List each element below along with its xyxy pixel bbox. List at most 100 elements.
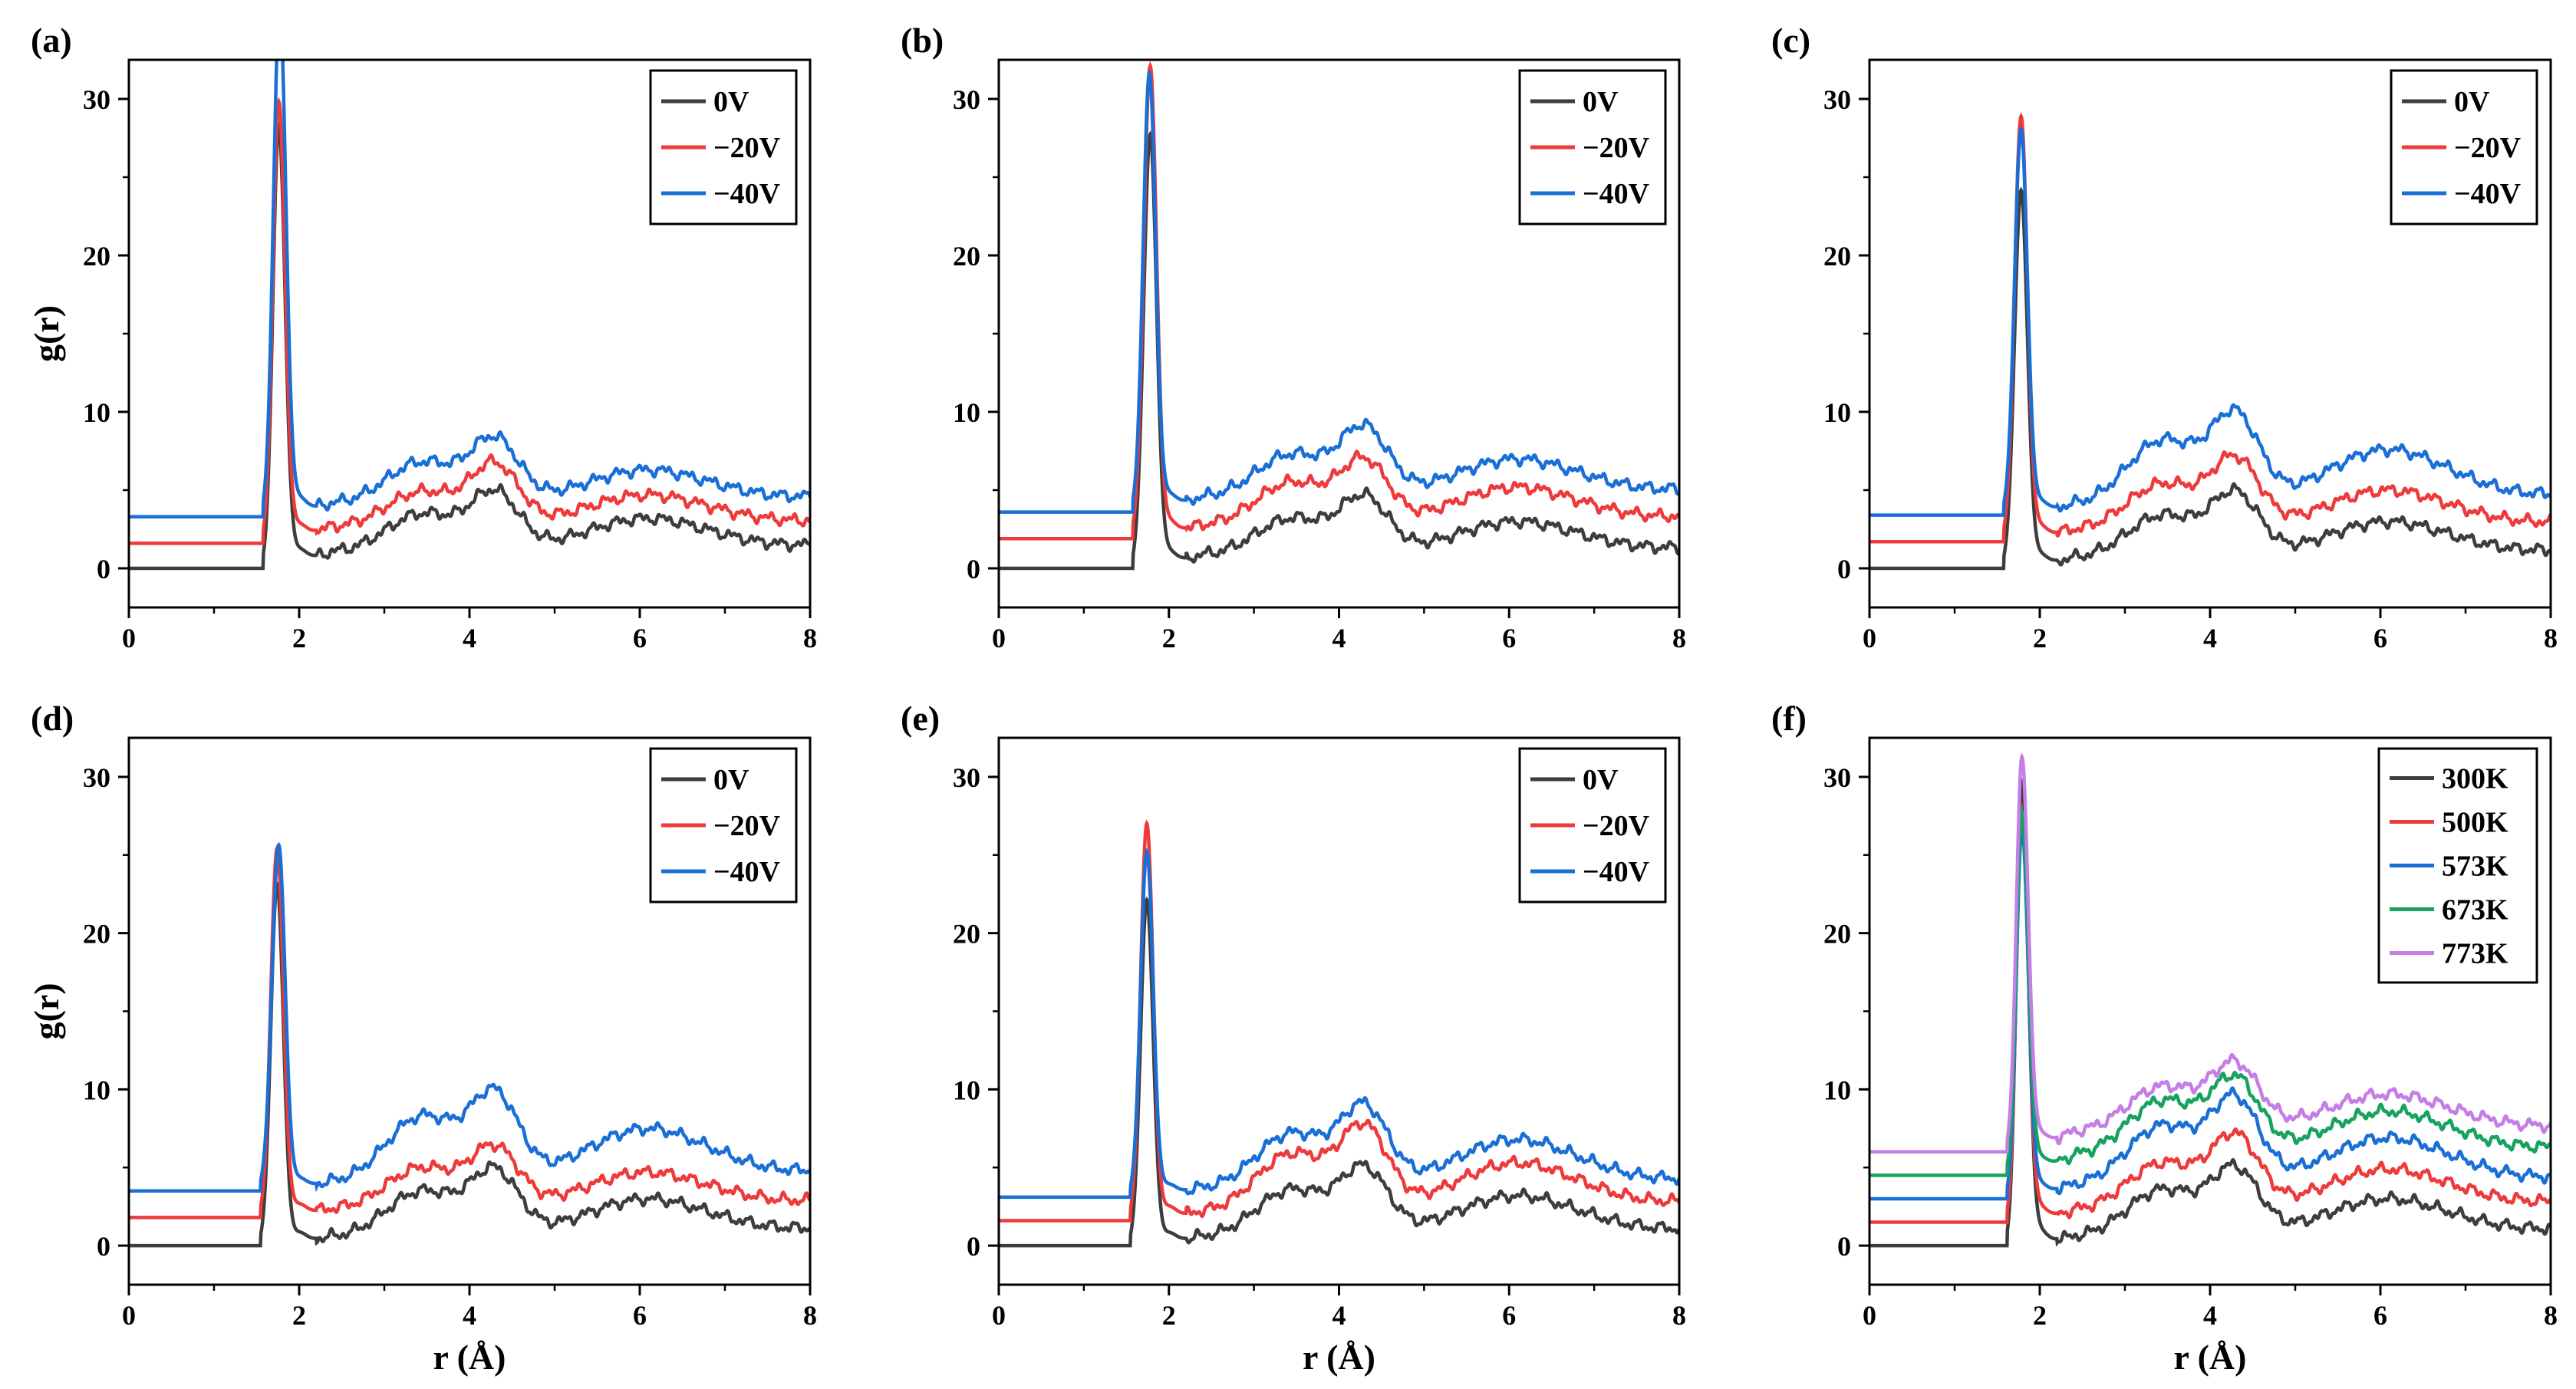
y-tick-label: 0 — [97, 554, 110, 584]
legend-label: 0V — [1583, 764, 1619, 796]
legend-label: 573K — [2442, 851, 2508, 883]
x-tick-label: 4 — [463, 1300, 476, 1331]
x-tick-label: 0 — [122, 1300, 136, 1331]
y-tick-label: 0 — [967, 1231, 980, 1262]
x-tick-label: 8 — [1672, 1300, 1686, 1331]
legend: 0V −20V −40V — [649, 747, 798, 904]
series-line-300K — [1869, 777, 2551, 1248]
legend: 300K 500K 573K 673K 773K — [2377, 747, 2538, 984]
x-tick-label: 0 — [1863, 623, 1876, 653]
x-tick-label: 0 — [122, 623, 136, 653]
x-tick-label: 2 — [292, 623, 306, 653]
x-tick-label: 6 — [1502, 623, 1516, 653]
series-line-minus-20V — [999, 819, 1679, 1223]
x-tick-label: 0 — [1863, 1300, 1876, 1331]
y-tick-label: 10 — [953, 1075, 980, 1105]
legend-label: 773K — [2442, 938, 2508, 970]
panel-e: 0 2 4 6 8 0 10 20 30 (e) r (Å) 0V −20V −40V — [901, 699, 1686, 1377]
series-line-0V — [129, 880, 810, 1248]
x-tick-label: 6 — [633, 623, 647, 653]
y-axis-title: g(r) — [27, 983, 66, 1039]
legend-label: −40V — [2454, 178, 2522, 210]
series-line-minus-40V — [129, 60, 810, 518]
x-tick-label: 4 — [463, 623, 476, 653]
x-tick-label: 2 — [2033, 1300, 2047, 1331]
legend-label: −40V — [1583, 178, 1650, 210]
panel-b: 0 2 4 6 8 0 10 20 30 (b) 0V −20V −40V — [901, 21, 1686, 653]
series-line-minus-40V — [1869, 125, 2551, 517]
y-tick-label: 20 — [953, 919, 980, 950]
panel-d: 0 2 4 6 8 0 10 20 30 (d) g(r) r (Å) 0V −20V −40V — [27, 699, 817, 1377]
panel-c: 0 2 4 6 8 0 10 20 30 (c) 0V −20V −40V — [1771, 21, 2558, 653]
x-tick-label: 8 — [2544, 1300, 2558, 1331]
x-tick-label: 2 — [1162, 1300, 1176, 1331]
legend: 0V −20V −40V — [1518, 69, 1667, 225]
y-tick-label: 30 — [1823, 762, 1851, 793]
series-line-0V — [999, 130, 1679, 571]
panel-label: (e) — [901, 699, 940, 738]
legend-label: −40V — [713, 856, 781, 888]
legend-label: 0V — [713, 764, 749, 796]
legend-box — [649, 747, 798, 904]
legend-label: −20V — [713, 810, 781, 842]
y-tick-label: 20 — [83, 241, 110, 272]
x-tick-label: 4 — [2203, 1300, 2217, 1331]
series-line-minus-20V — [1869, 112, 2551, 544]
x-tick-label: 8 — [2544, 623, 2558, 653]
legend: 0V −20V −40V — [649, 69, 798, 225]
legend-label: 500K — [2442, 807, 2508, 839]
series-line-0V — [129, 121, 810, 571]
y-tick-label: 30 — [83, 762, 110, 793]
series-line-minus-20V — [129, 97, 810, 545]
legend: 0V −20V −40V — [2390, 69, 2538, 225]
series-line-773K — [1869, 752, 2551, 1154]
y-tick-label: 10 — [1823, 1075, 1851, 1105]
series-line-0V — [1869, 186, 2551, 571]
y-tick-label: 0 — [97, 1231, 110, 1262]
legend-label: 673K — [2442, 894, 2508, 927]
y-tick-label: 20 — [953, 241, 980, 272]
y-tick-label: 0 — [1837, 1231, 1851, 1262]
x-tick-label: 6 — [2373, 623, 2387, 653]
series-line-minus-40V — [999, 69, 1679, 514]
y-tick-label: 30 — [1823, 84, 1851, 115]
y-tick-label: 10 — [83, 397, 110, 428]
legend-label: 0V — [1583, 86, 1619, 118]
x-tick-label: 2 — [292, 1300, 306, 1331]
y-tick-label: 30 — [953, 84, 980, 115]
panel-a: 0 2 4 6 8 0 10 20 30 (a) g(r) 0V −20V −40V — [27, 21, 817, 653]
x-axis-title: r (Å) — [1303, 1338, 1375, 1377]
x-tick-label: 4 — [1332, 623, 1346, 653]
series-line-minus-40V — [129, 841, 810, 1193]
x-tick-label: 8 — [1672, 623, 1686, 653]
y-tick-label: 10 — [83, 1075, 110, 1105]
series-line-minus-20V — [129, 844, 810, 1219]
y-tick-label: 20 — [83, 919, 110, 950]
y-tick-label: 10 — [1823, 397, 1851, 428]
x-tick-label: 6 — [2373, 1300, 2387, 1331]
x-tick-label: 0 — [992, 623, 1006, 653]
x-axis-title: r (Å) — [2174, 1338, 2247, 1377]
series-line-673K — [1869, 808, 2551, 1177]
x-tick-label: 4 — [1332, 1300, 1346, 1331]
legend-label: −40V — [713, 178, 781, 210]
y-tick-label: 30 — [953, 762, 980, 793]
x-axis-title: r (Å) — [433, 1338, 506, 1377]
y-axis-title: g(r) — [27, 305, 66, 362]
series-line-minus-40V — [999, 848, 1679, 1200]
legend-label: −20V — [1583, 810, 1650, 842]
x-tick-label: 2 — [1162, 623, 1176, 653]
y-tick-label: 10 — [953, 397, 980, 428]
legend: 0V −20V −40V — [1518, 747, 1667, 904]
series-line-0V — [999, 896, 1679, 1248]
legend-label: −20V — [1583, 132, 1650, 164]
legend-label: −40V — [1583, 856, 1650, 888]
x-tick-label: 4 — [2203, 623, 2217, 653]
x-tick-label: 6 — [1502, 1300, 1516, 1331]
panel-label: (d) — [31, 699, 74, 738]
x-tick-label: 6 — [633, 1300, 647, 1331]
series-line-minus-20V — [999, 61, 1679, 541]
legend-label: 0V — [2454, 86, 2490, 118]
panel-label: (a) — [31, 21, 72, 60]
